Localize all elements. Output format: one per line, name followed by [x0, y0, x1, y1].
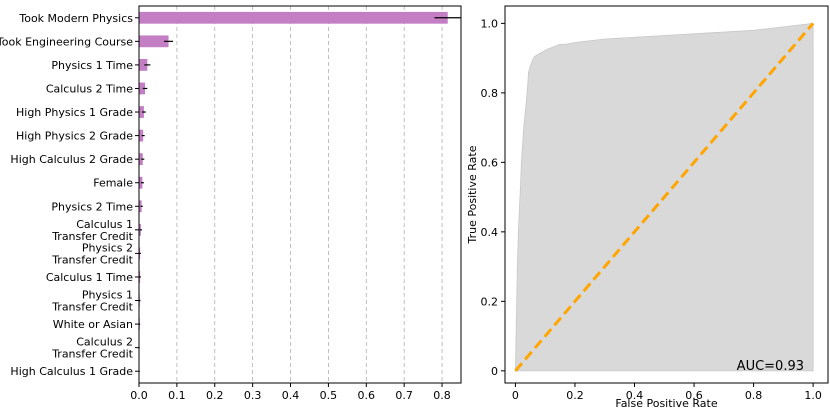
- x-tick-label: 0.5: [320, 389, 338, 402]
- error-bars: [139, 17, 461, 372]
- category-label: High Physics 2 Grade: [16, 130, 133, 143]
- bars: [139, 11, 448, 378]
- category-label: High Calculus 1 Grade: [10, 365, 133, 378]
- category-label: Took Engineering Course: [0, 35, 133, 48]
- y-tick-label: 0.4: [481, 226, 499, 239]
- bar: [139, 129, 144, 142]
- category-label: High Calculus 2 Grade: [10, 153, 133, 166]
- category-label-line: Transfer Credit: [51, 253, 133, 266]
- y-tick-label: 1.0: [481, 17, 499, 30]
- category-labels: Took Modern Physics Took Engineering Cour…: [0, 12, 139, 378]
- bar: [139, 200, 142, 213]
- x-tick-label: 1.0: [804, 389, 822, 402]
- category-label: White or Asian: [53, 318, 133, 331]
- bar: [139, 106, 144, 118]
- x-tick-label: 0.1: [168, 389, 186, 402]
- x-tick-label: 0: [512, 389, 519, 402]
- x-tick-label: 0.4: [626, 389, 644, 402]
- category-label: High Physics 1 Grade: [16, 106, 133, 119]
- category-label: Physics 2 Time: [51, 200, 133, 213]
- x-tick-label: 0.8: [745, 389, 763, 402]
- x-tick-label: 0.2: [206, 389, 224, 402]
- bar: [139, 11, 448, 24]
- category-label: Calculus 1 Time: [46, 271, 133, 284]
- y-tick-label: 0.6: [481, 156, 499, 169]
- category-label-line: Transfer Credit: [51, 230, 133, 243]
- category-label: Calculus 2 Transfer Credit: [51, 336, 133, 361]
- x-tick-label: 0.7: [395, 389, 413, 402]
- x-ticks: 0 0.2 0.4 0.6 0.8 1.0: [512, 383, 822, 402]
- y-tick-label: 0.2: [481, 295, 499, 308]
- category-label: Physics 1 Time: [51, 59, 133, 72]
- y-tick-label: 0.8: [481, 87, 499, 100]
- bar: [139, 59, 148, 71]
- x-tick-label: 0.6: [358, 389, 376, 402]
- category-label-line: Physics 1: [82, 289, 133, 302]
- bar: [139, 82, 146, 95]
- y-axis-title: True Positive Rate: [466, 145, 479, 244]
- y-tick-label: 0: [491, 365, 498, 378]
- x-tick-label: 0.0: [130, 389, 148, 402]
- feature-importance-chart: 0.0 0.1 0.2 0.3 0.4 0.5 0.6 0.7 0.8 Took Modern …: [0, 5, 462, 402]
- bar: [139, 35, 169, 48]
- x-ticks: 0.0 0.1 0.2 0.3 0.4 0.5 0.6 0.7 0.8: [130, 383, 451, 402]
- category-label-line: Physics 2: [82, 241, 133, 254]
- category-label: Calculus 2 Time: [46, 82, 133, 95]
- category-label-line: Calculus 2: [76, 336, 133, 349]
- roc-curve-chart: 0 0.2 0.4 0.6 0.8 1.0 0 0.2 0.4 0.6 0.8 1.0 False …: [466, 5, 829, 410]
- category-label: Female: [93, 177, 133, 190]
- category-label-line: Transfer Credit: [51, 301, 133, 314]
- category-label: Took Modern Physics: [18, 12, 133, 25]
- grid-lines: [176, 6, 443, 383]
- x-tick-label: 0.4: [282, 389, 300, 402]
- plot-frame: [138, 5, 462, 384]
- category-label: Physics 2 Transfer Credit: [51, 241, 133, 266]
- auc-annotation: AUC=0.93: [737, 359, 804, 374]
- category-label: Calculus 1 Transfer Credit: [51, 218, 133, 243]
- x-tick-label: 0.8: [433, 389, 451, 402]
- bar: [139, 176, 143, 189]
- x-tick-label: 0.3: [244, 389, 262, 402]
- plot-frame: [504, 5, 829, 384]
- x-tick-label: 0.2: [566, 389, 584, 402]
- chance-diagonal-line: [514, 22, 815, 372]
- x-axis-title: False Positive Rate: [615, 397, 717, 410]
- category-label-line: Calculus 1: [76, 218, 133, 231]
- y-ticks: 0 0.2 0.4 0.6 0.8 1.0: [481, 17, 505, 378]
- category-label: Physics 1 Transfer Credit: [51, 289, 133, 314]
- x-tick-label: 0.6: [685, 389, 703, 402]
- bar: [139, 153, 143, 166]
- category-label-line: Transfer Credit: [51, 348, 133, 361]
